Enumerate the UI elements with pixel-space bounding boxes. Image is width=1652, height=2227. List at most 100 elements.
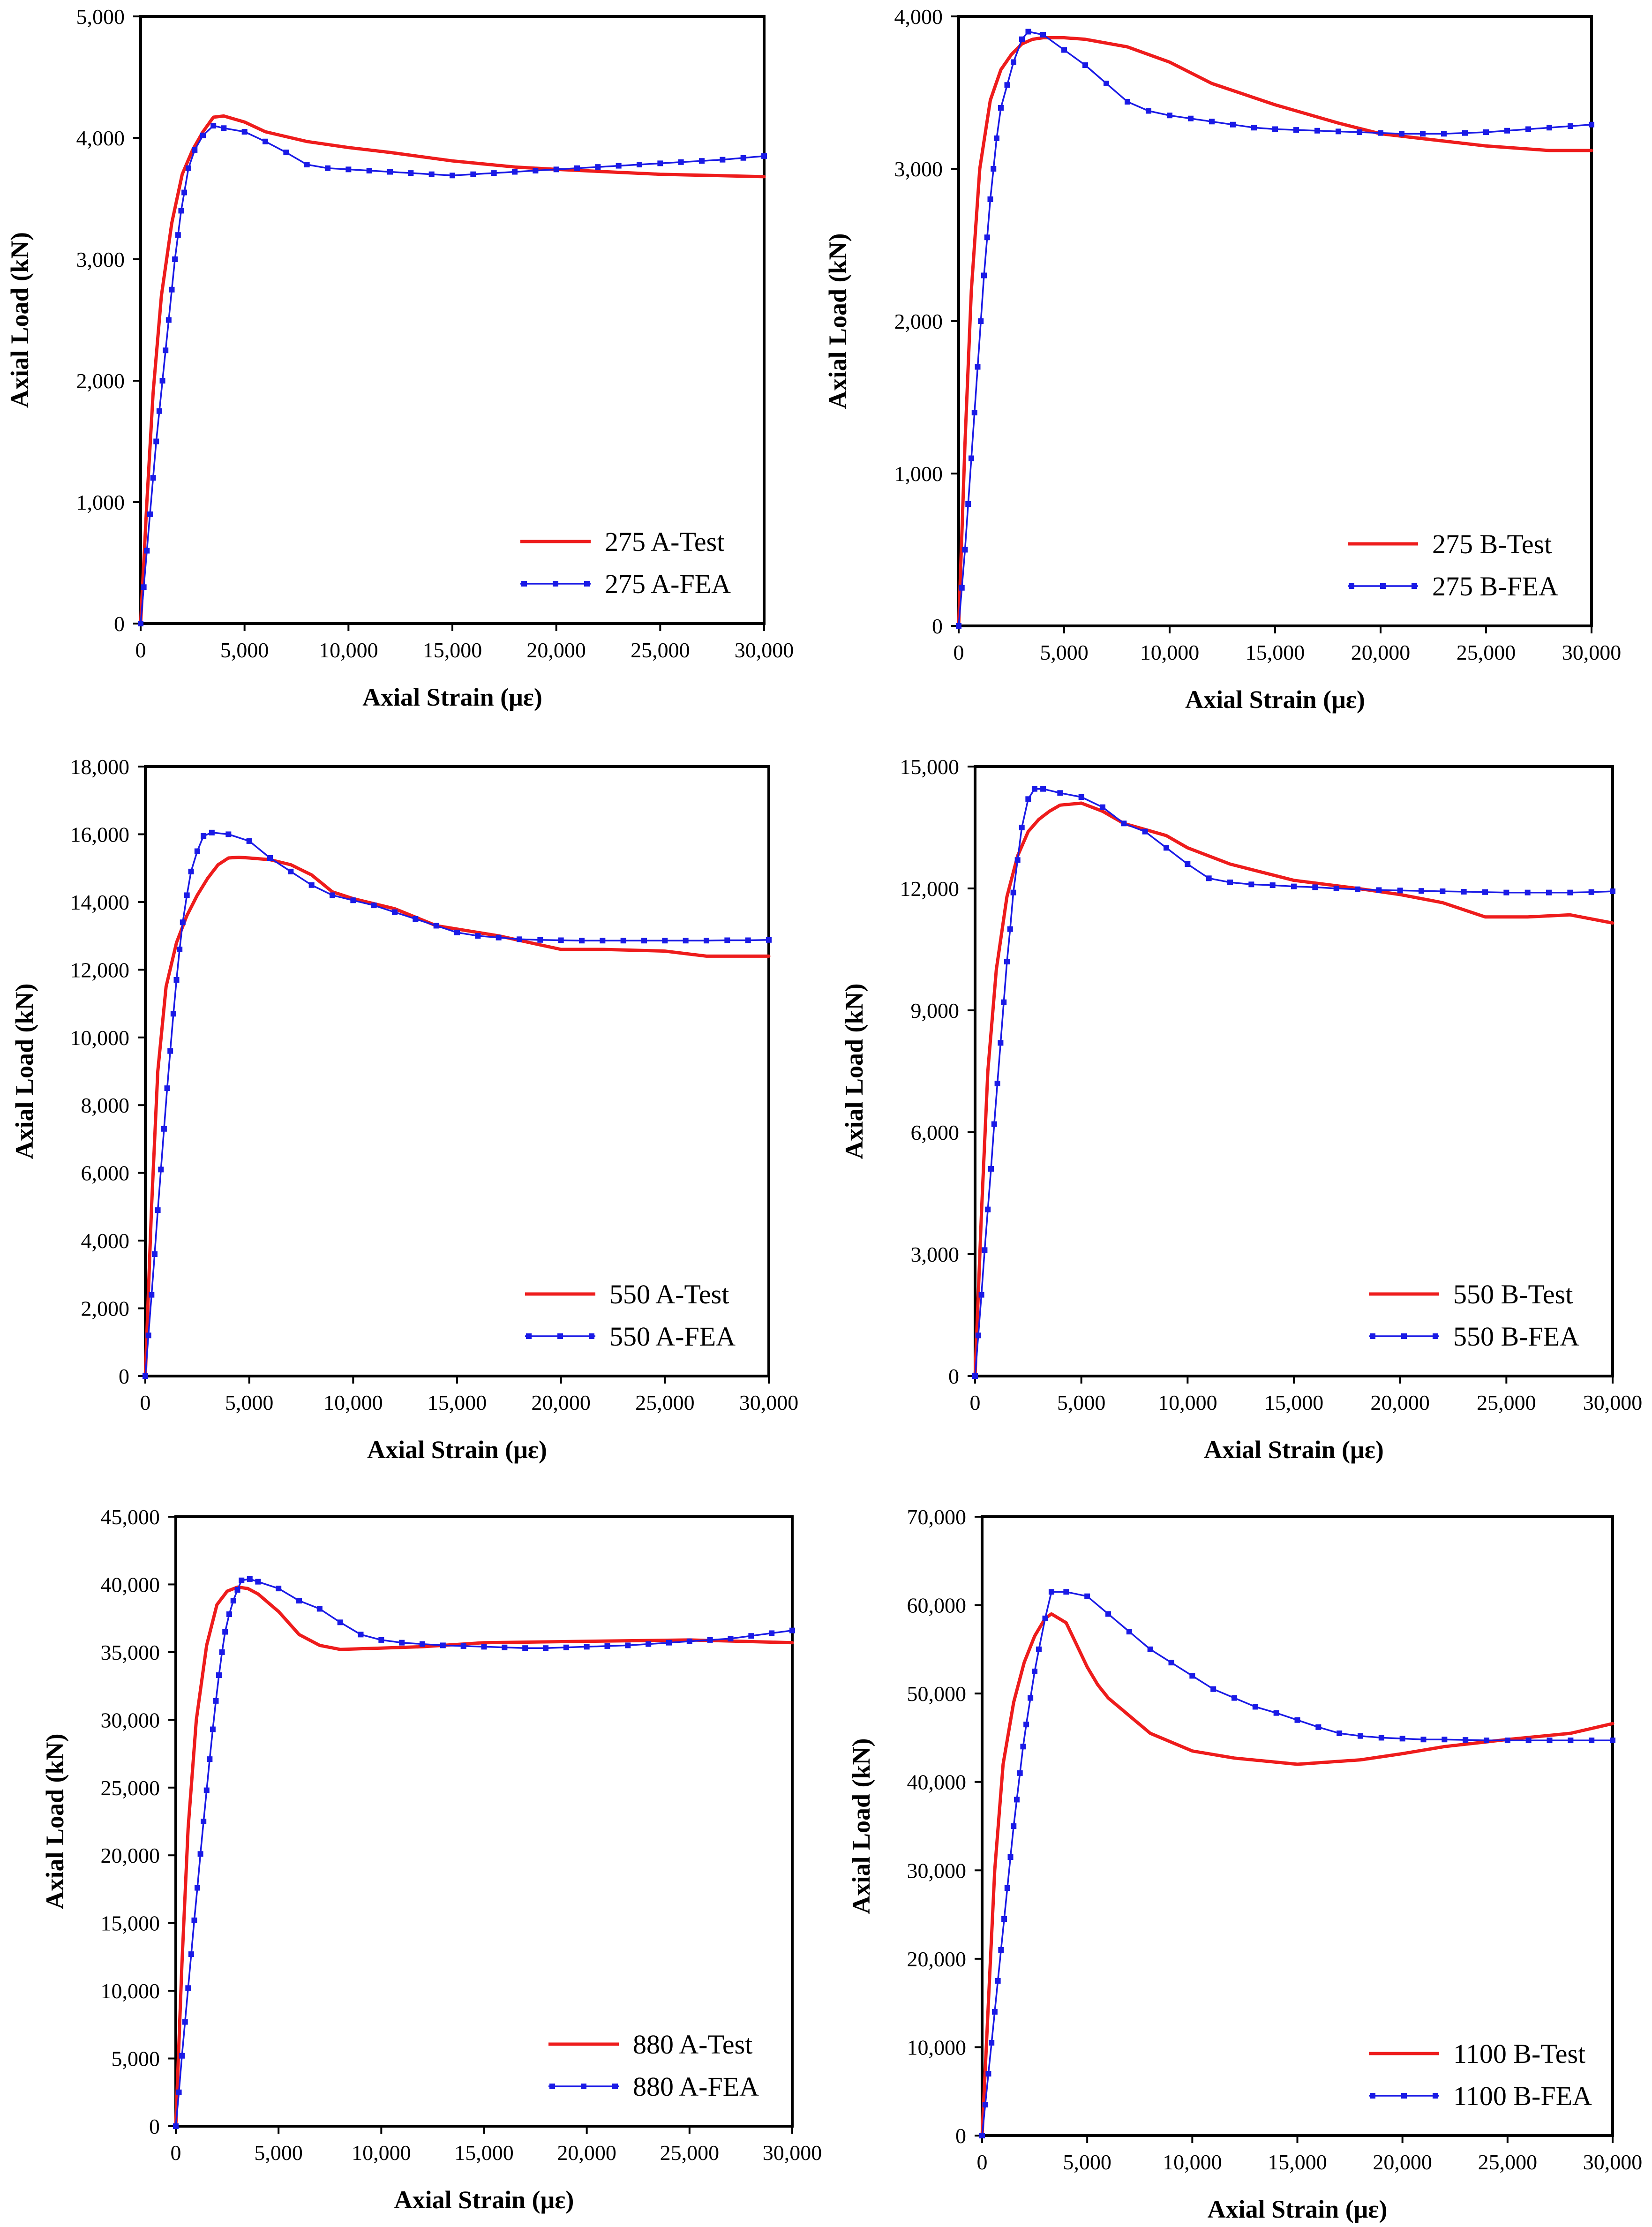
data-point — [769, 1630, 775, 1636]
data-point — [358, 1632, 364, 1638]
x-tick-label: 25,000 — [660, 2141, 720, 2165]
data-point — [167, 1048, 173, 1054]
x-tick-label: 15,000 — [1264, 1391, 1324, 1414]
data-point — [1610, 1738, 1615, 1744]
data-point — [707, 1637, 713, 1643]
data-point — [1547, 125, 1552, 131]
data-point — [1293, 127, 1299, 133]
data-point — [255, 1579, 261, 1585]
data-point — [470, 171, 476, 177]
data-point — [1004, 959, 1010, 964]
data-point — [219, 1649, 225, 1655]
y-tick-label: 15,000 — [101, 1911, 160, 1935]
y-tick-label: 5,000 — [76, 5, 125, 29]
data-point — [987, 196, 993, 202]
data-point — [178, 208, 184, 214]
data-point — [194, 848, 200, 854]
data-point — [1589, 1738, 1595, 1744]
data-point — [184, 892, 190, 898]
data-point — [149, 1292, 155, 1298]
data-point — [1504, 1738, 1510, 1744]
data-point — [138, 621, 143, 626]
data-point — [263, 138, 268, 144]
series-line-test — [139, 114, 766, 625]
x-tick-label: 15,000 — [423, 638, 482, 662]
data-point — [179, 2053, 185, 2059]
x-tick-label: 25,000 — [1478, 2150, 1538, 2174]
series-line-test — [980, 1612, 1614, 2137]
data-point — [1483, 129, 1489, 135]
data-point — [159, 378, 165, 384]
data-point — [991, 166, 997, 172]
data-point — [1291, 883, 1297, 889]
data-point — [316, 1606, 323, 1612]
y-tick-label: 5,000 — [112, 2047, 160, 2071]
data-point — [1189, 1673, 1195, 1679]
data-point — [143, 1373, 148, 1379]
data-point — [200, 132, 206, 138]
data-point — [998, 1947, 1004, 1953]
data-point — [226, 1611, 232, 1617]
data-point — [1525, 1738, 1532, 1744]
y-tick-label: 1,000 — [76, 490, 125, 514]
x-tick-label: 20,000 — [1370, 1391, 1430, 1414]
y-tick-label: 12,000 — [70, 958, 130, 982]
data-point — [728, 1636, 734, 1641]
data-point — [969, 455, 974, 461]
data-point — [433, 923, 439, 929]
data-point — [155, 1207, 161, 1213]
data-point — [296, 1598, 302, 1604]
data-point — [1355, 886, 1360, 892]
data-point — [1078, 794, 1084, 800]
y-tick-label: 0 — [149, 2114, 160, 2138]
data-point — [1524, 889, 1531, 895]
chart-4: 0 5,000 10,000 15,000 20,000 25,000 30,000 0 3,0… — [840, 755, 1642, 1464]
y-tick-label: 45,000 — [101, 1505, 160, 1529]
x-axis-title: Axial Strain (με) — [1185, 685, 1365, 714]
data-point — [699, 158, 705, 164]
y-tick-label: 3,000 — [76, 248, 125, 271]
legend-marker — [1401, 1333, 1407, 1339]
data-point — [1048, 1589, 1054, 1595]
x-tick-label: 5,000 — [1040, 640, 1089, 664]
legend-marker — [1349, 583, 1354, 589]
data-point — [1014, 1797, 1020, 1803]
data-point — [195, 1885, 201, 1891]
data-point — [978, 318, 984, 324]
data-point — [1023, 1722, 1029, 1728]
y-tick-label: 50,000 — [907, 1682, 967, 1706]
y-tick-label: 30,000 — [101, 1708, 160, 1732]
data-point — [1231, 1695, 1237, 1701]
chart-6: 0 5,000 10,000 15,000 20,000 25,000 30,000 0 10,… — [847, 1505, 1642, 2223]
y-tick-label: 9,000 — [911, 999, 960, 1023]
data-point — [998, 1040, 1004, 1046]
data-point — [522, 1645, 528, 1651]
y-tick-label: 30,000 — [907, 1858, 967, 1882]
data-point — [1004, 1885, 1010, 1891]
x-tick-label: 10,000 — [323, 1391, 383, 1414]
x-tick-label: 10,000 — [319, 638, 378, 662]
data-point — [579, 938, 585, 944]
data-point — [170, 1011, 176, 1017]
x-tick-label: 5,000 — [220, 638, 269, 662]
data-point — [1121, 820, 1127, 827]
data-point — [956, 623, 961, 629]
data-point — [161, 1126, 167, 1132]
data-point — [1252, 1704, 1258, 1710]
legend-marker — [1433, 1333, 1438, 1339]
data-point — [158, 1166, 164, 1173]
data-point — [1420, 131, 1426, 137]
legend-marker — [549, 2084, 555, 2089]
data-point — [1378, 1735, 1384, 1741]
data-point — [173, 2123, 179, 2129]
legend-label: 880 A-FEA — [633, 2071, 759, 2102]
data-point — [496, 934, 502, 940]
legend-marker — [1380, 583, 1386, 589]
data-point — [1399, 131, 1404, 137]
y-tick-label: 25,000 — [101, 1776, 160, 1800]
legend-marker — [1412, 583, 1417, 589]
data-point — [517, 936, 522, 942]
data-point — [1357, 129, 1362, 135]
x-tick-label: 30,000 — [1583, 2150, 1643, 2174]
legend-marker — [584, 581, 590, 587]
